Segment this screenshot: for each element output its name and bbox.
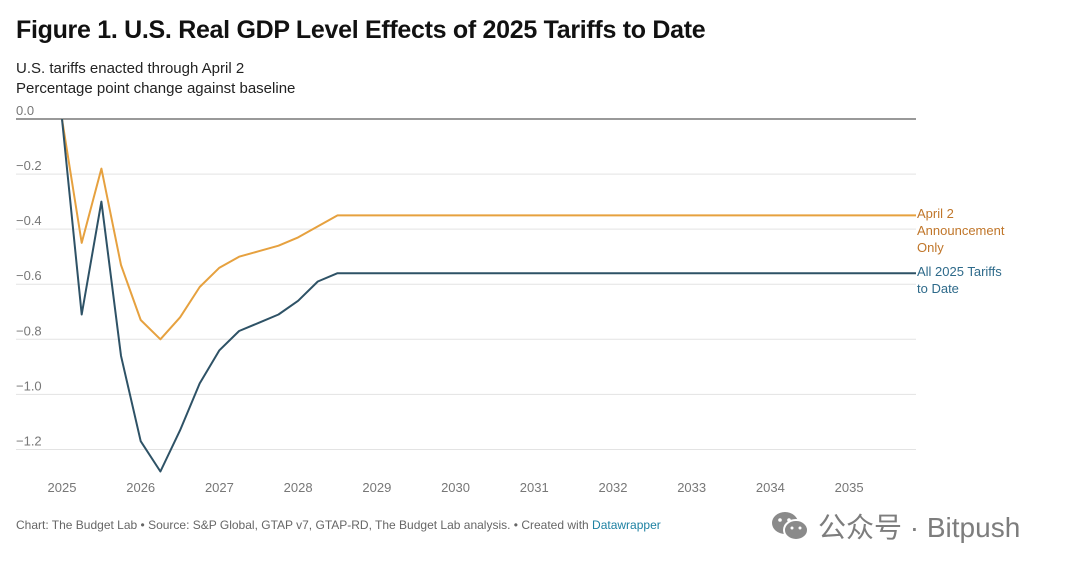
x-tick-label: 2028 xyxy=(284,480,313,495)
watermark: 公众号 · Bitpush xyxy=(770,506,1020,546)
x-tick-label: 2034 xyxy=(756,480,785,495)
y-tick-label: −0.8 xyxy=(16,323,42,338)
series-label-april-2: April 2 Announcement Only xyxy=(917,206,1005,255)
chart-footer: Chart: The Budget Lab • Source: S&P Glob… xyxy=(16,518,661,532)
series-lines xyxy=(61,118,916,473)
series-labels: April 2 Announcement Only All 2025 Tariffs t… xyxy=(917,206,1005,296)
chart-unit-subtitle: Percentage point change against baseline xyxy=(16,80,296,97)
footer-source-text: Chart: The Budget Lab • Source: S&P Glob… xyxy=(16,518,593,532)
series-line-all-2025-tariffs xyxy=(61,118,916,473)
wechat-icon xyxy=(772,512,809,541)
datawrapper-link[interactable]: Datawrapper xyxy=(592,518,661,532)
x-tick-label: 2030 xyxy=(441,480,470,495)
x-tick-label: 2032 xyxy=(599,480,628,495)
y-axis-tick-labels: 0.0 −0.2 −0.4 −0.6 −0.8 −1.0 −1.2 xyxy=(16,103,42,448)
grid-lines xyxy=(16,118,916,450)
x-tick-label: 2027 xyxy=(205,480,234,495)
y-tick-label: −0.2 xyxy=(16,158,42,173)
y-tick-label: −1.0 xyxy=(16,378,42,393)
y-tick-label: 0.0 xyxy=(16,103,34,118)
chart-subtitle: U.S. tariffs enacted through April 2 xyxy=(16,60,245,77)
y-tick-label: −1.2 xyxy=(16,433,42,448)
x-tick-label: 2031 xyxy=(520,480,549,495)
x-tick-label: 2033 xyxy=(677,480,706,495)
y-tick-label: −0.4 xyxy=(16,213,42,228)
line-chart: 0.0 −0.2 −0.4 −0.6 −0.8 −1.0 −1.2 2025 2026 2027… xyxy=(16,103,1005,495)
series-line-april-2 xyxy=(61,118,916,341)
watermark-text: 公众号 · Bitpush xyxy=(818,512,1021,543)
series-label-all-2025-tariffs: All 2025 Tariffs to Date xyxy=(917,264,1002,296)
x-axis-tick-labels: 2025 2026 2027 2028 2029 2030 2031 2032 2033 2034… xyxy=(48,480,864,495)
x-tick-label: 2026 xyxy=(126,480,155,495)
x-tick-label: 2029 xyxy=(362,480,391,495)
x-tick-label: 2025 xyxy=(48,480,77,495)
x-tick-label: 2035 xyxy=(835,480,864,495)
chart-title: Figure 1. U.S. Real GDP Level Effects of… xyxy=(16,16,706,44)
y-tick-label: −0.6 xyxy=(16,268,42,283)
